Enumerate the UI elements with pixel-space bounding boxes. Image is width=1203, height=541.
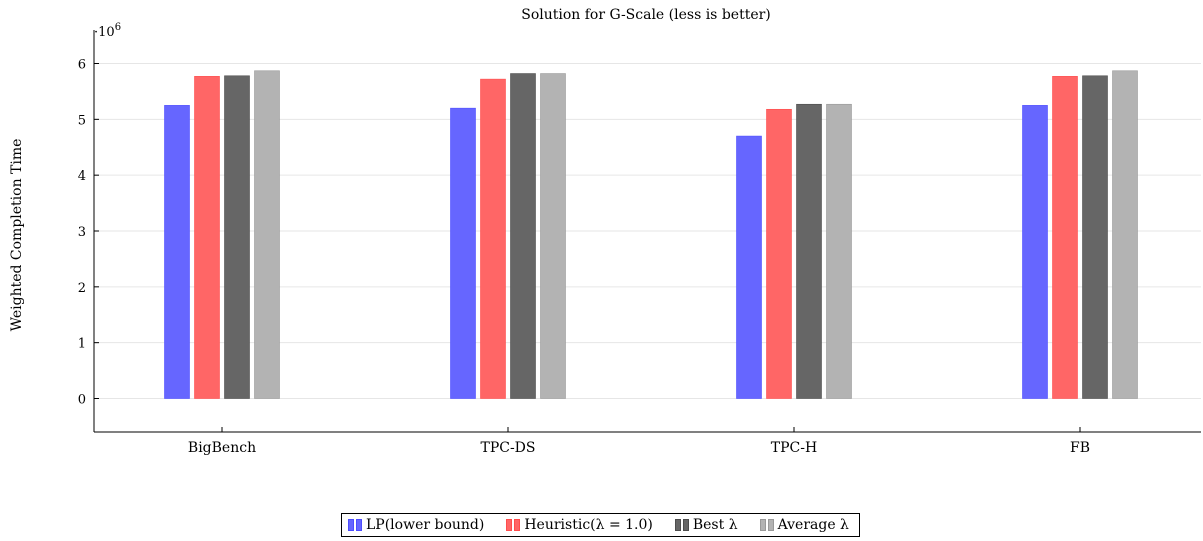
y-axis-multiplier-base: ·10 <box>94 25 115 40</box>
legend: LP(lower bound) Heuristic(λ = 1.0) Best λ A… <box>341 513 860 537</box>
legend-label: Heuristic(λ = 1.0) <box>524 517 653 533</box>
bar-tpc-h-series-0: LP(lower bound): 4.7 <box>736 135 762 399</box>
y-axis-multiplier: ·106 <box>94 22 121 40</box>
bars: LP(lower bound): 5.25Heuristic(λ = 1.0):… <box>164 70 1138 399</box>
legend-swatch <box>682 519 689 531</box>
legend-label: LP(lower bound) <box>366 517 485 533</box>
y-tick-label: 3 <box>78 225 86 240</box>
bar-tpc-h-series-1: Heuristic(λ = 1.0): 5.18 <box>766 108 792 399</box>
x-tick-label: BigBench <box>188 440 256 456</box>
x-tick-label: TPC-DS <box>480 440 535 456</box>
bar-tpc-ds-series-2: Best λ: 5.82 <box>510 73 536 399</box>
bar-bigbench-series-1: Heuristic(λ = 1.0): 5.77 <box>194 76 220 399</box>
legend-swatch <box>506 519 513 531</box>
bar-tpc-ds-series-3: Average λ: 5.82 <box>540 73 566 399</box>
x-tick-label: TPC-H <box>771 440 817 456</box>
bar-fb-series-2: Best λ: 5.78 <box>1082 75 1108 399</box>
y-axis-multiplier-exponent: 6 <box>115 22 121 33</box>
legend-label: Best λ <box>692 517 738 533</box>
y-tick-label: 0 <box>78 393 86 408</box>
bar-fb-series-3: Average λ: 5.87 <box>1112 70 1138 399</box>
legend-swatch <box>767 519 774 531</box>
bar-tpc-ds-series-0: LP(lower bound): 5.2 <box>450 107 476 399</box>
legend-label: Average λ <box>777 517 849 533</box>
legend-swatch <box>514 519 521 531</box>
y-tick-label: 6 <box>78 58 86 73</box>
x-ticks: BigBench TPC-DS TPC-H FB <box>188 427 1090 456</box>
legend-swatch <box>356 519 362 531</box>
legend-swatch <box>674 519 681 531</box>
bar-fb-series-1: Heuristic(λ = 1.0): 5.77 <box>1052 76 1078 399</box>
bar-tpc-h-series-3: Average λ: 5.27 <box>826 103 852 399</box>
legend-item-3: Average λ <box>759 517 849 533</box>
bar-bigbench-series-3: Average λ: 5.87 <box>254 70 280 399</box>
bar-fb-series-0: LP(lower bound): 5.25 <box>1022 105 1048 399</box>
chart-title: Solution for G-Scale (less is better) <box>521 7 771 23</box>
y-tick-label: 4 <box>78 169 86 184</box>
bar-bigbench-series-2: Best λ: 5.78 <box>224 75 250 399</box>
y-tick-label: 1 <box>78 337 86 352</box>
legend-item-1: Heuristic(λ = 1.0) <box>506 517 653 533</box>
x-tick-label: FB <box>1070 440 1090 456</box>
bar-bigbench-series-0: LP(lower bound): 5.25 <box>164 105 190 399</box>
legend-swatch <box>348 519 354 531</box>
bar-tpc-h-series-2: Best λ: 5.27 <box>796 103 822 399</box>
legend-item-2: Best λ <box>674 517 738 533</box>
bar-tpc-ds-series-1: Heuristic(λ = 1.0): 5.72 <box>480 78 506 399</box>
y-tick-label: 5 <box>78 113 86 128</box>
legend-item-0: LP(lower bound) <box>348 517 484 533</box>
legend-swatch <box>759 519 766 531</box>
y-tick-label: 2 <box>78 281 86 296</box>
y-ticks: 0 1 2 3 4 5 6 <box>78 58 99 408</box>
y-axis-label: Weighted Completion Time <box>9 139 25 332</box>
